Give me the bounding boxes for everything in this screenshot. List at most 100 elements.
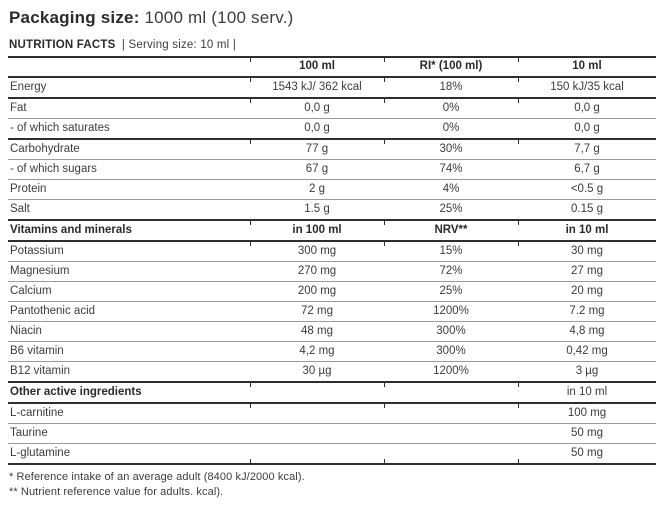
row-label: Niacin (8, 321, 250, 342)
row-value: 30 µg (250, 361, 384, 382)
row-value: 6,7 g (518, 159, 656, 180)
column-header-row: 100 ml RI* (100 ml) 10 ml (8, 56, 656, 77)
row-value: 0,0 g (518, 97, 656, 119)
serving-size-info: | Serving size: 10 ml | (121, 39, 237, 51)
row-value: 4% (384, 179, 518, 200)
row-value (250, 381, 384, 403)
table-row: Fat 0,0 g 0% 0,0 g (8, 97, 656, 119)
row-value: 0.15 g (518, 199, 656, 220)
row-label: Salt (8, 199, 250, 220)
footnote-reference-intake: * Reference intake of an average adult (… (9, 471, 305, 483)
table-row: Calcium 200 mg 25% 20 mg (8, 281, 656, 302)
row-label: L-carnitine (8, 402, 250, 424)
nutrition-facts-label: NUTRITION FACTS (9, 39, 116, 51)
row-value: 48 mg (250, 321, 384, 342)
table-row: Energy 1543 kJ/ 362 kcal 18% 150 kJ/35 kcal (8, 76, 656, 98)
table-row: Potassium 300 mg 15% 30 mg (8, 240, 656, 262)
packaging-size: Packaging size: 1000 ml (100 serv.) (9, 8, 656, 28)
table-row: Protein 2 g 4% <0.5 g (8, 179, 656, 200)
row-label: B6 vitamin (8, 341, 250, 362)
row-value (384, 443, 518, 464)
row-label: B12 vitamin (8, 361, 250, 382)
table-row: B6 vitamin 4,2 mg 300% 0,42 mg (8, 341, 656, 362)
table-row: - of which sugars 67 g 74% 6,7 g (8, 159, 656, 180)
row-value: 1200% (384, 301, 518, 322)
table-row: L-carnitine 100 mg (8, 402, 656, 424)
row-value: 1.5 g (250, 199, 384, 220)
row-value: 25% (384, 199, 518, 220)
row-value: in 10 ml (518, 219, 656, 241)
row-value: <0.5 g (518, 179, 656, 200)
row-label: - of which saturates (8, 118, 250, 139)
row-value: 300% (384, 321, 518, 342)
row-value: 4,8 mg (518, 321, 656, 342)
row-value: 15% (384, 240, 518, 262)
row-value: 74% (384, 159, 518, 180)
row-label: Carbohydrate (8, 138, 250, 160)
row-value: 50 mg (518, 423, 656, 444)
row-label: Energy (8, 76, 250, 98)
table-row: Taurine 50 mg (8, 423, 656, 444)
row-value: 300% (384, 341, 518, 362)
row-value: 77 g (250, 138, 384, 160)
row-value: 7.2 mg (518, 301, 656, 322)
table-row: Pantothenic acid 72 mg 1200% 7.2 mg (8, 301, 656, 322)
row-value: 27 mg (518, 261, 656, 282)
row-value: 72% (384, 261, 518, 282)
row-value: 270 mg (250, 261, 384, 282)
row-value: 30 mg (518, 240, 656, 262)
section-row: Vitamins and minerals in 100 ml NRV** in 10… (8, 219, 656, 241)
table-row: Niacin 48 mg 300% 4,8 mg (8, 321, 656, 342)
table-row: Salt 1.5 g 25% 0.15 g (8, 199, 656, 220)
row-value: 4,2 mg (250, 341, 384, 362)
row-label: Vitamins and minerals (8, 219, 250, 241)
row-label: Magnesium (8, 261, 250, 282)
row-value: NRV** (384, 219, 518, 241)
row-value: 0,0 g (518, 118, 656, 139)
footnote-nrv: ** Nutrient reference value for adults. … (9, 486, 224, 498)
row-label: Pantothenic acid (8, 301, 250, 322)
row-value (384, 402, 518, 424)
table-row: Carbohydrate 77 g 30% 7,7 g (8, 138, 656, 160)
row-value: 25% (384, 281, 518, 302)
row-label: Potassium (8, 240, 250, 262)
row-value: 18% (384, 76, 518, 98)
row-value: 67 g (250, 159, 384, 180)
row-value (384, 423, 518, 444)
row-label: Other active ingredients (8, 381, 250, 403)
col-header-blank (8, 56, 250, 77)
packaging-size-value: 1000 ml (100 serv.) (144, 8, 294, 27)
row-value: 20 mg (518, 281, 656, 302)
table-row: Magnesium 270 mg 72% 27 mg (8, 261, 656, 282)
table-row: L-glutamine 50 mg (8, 443, 656, 464)
row-value (384, 381, 518, 403)
row-value: 0,0 g (250, 118, 384, 139)
row-label: - of which sugars (8, 159, 250, 180)
row-value: 200 mg (250, 281, 384, 302)
nutrition-table: 100 ml RI* (100 ml) 10 ml Energy 1543 kJ/… (8, 56, 656, 465)
footnotes: * Reference intake of an average adult (… (9, 470, 656, 500)
section-row: Other active ingredients in 10 ml (8, 381, 656, 403)
row-value: 50 mg (518, 443, 656, 464)
row-value: 30% (384, 138, 518, 160)
row-label: Fat (8, 97, 250, 119)
col-header-100ml: 100 ml (250, 56, 384, 77)
col-header-ri-100ml: RI* (100 ml) (384, 56, 518, 77)
row-value: 2 g (250, 179, 384, 200)
row-value: 3 µg (518, 361, 656, 382)
row-label: Calcium (8, 281, 250, 302)
col-header-10ml: 10 ml (518, 56, 656, 77)
row-value (250, 423, 384, 444)
row-value: 1543 kJ/ 362 kcal (250, 76, 384, 98)
row-value: 0,0 g (250, 97, 384, 119)
row-value (250, 443, 384, 464)
row-value (250, 402, 384, 424)
row-value: 0% (384, 118, 518, 139)
packaging-size-label: Packaging size: (9, 8, 140, 27)
row-value: 72 mg (250, 301, 384, 322)
row-value: 7,7 g (518, 138, 656, 160)
row-label: Protein (8, 179, 250, 200)
row-label: L-glutamine (8, 443, 250, 464)
row-value: 150 kJ/35 kcal (518, 76, 656, 98)
